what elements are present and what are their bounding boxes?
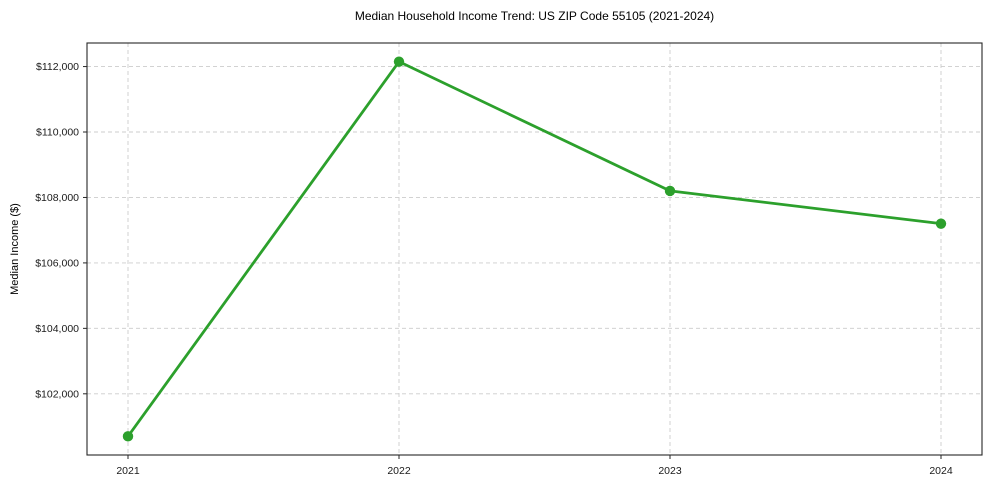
x-tick-label: 2021	[116, 465, 140, 477]
chart-title: Median Household Income Trend: US ZIP Co…	[354, 9, 715, 23]
plot-border	[86, 42, 983, 456]
y-tick-label: $102,000	[35, 388, 79, 400]
y-tick-label: $112,000	[36, 61, 79, 73]
data-point-2021	[122, 431, 134, 442]
x-tick-label: 2023	[658, 465, 682, 477]
y-tick-label: $110,000	[36, 127, 79, 139]
data-point-2023	[664, 185, 676, 197]
y-tick-label: $104,000	[35, 323, 79, 335]
y-tick-label: $106,000	[35, 258, 79, 270]
x-tick-label: 2022	[387, 465, 411, 477]
y-tick-label: $108,000	[35, 192, 79, 204]
x-tick-label: 2024	[929, 465, 953, 477]
data-point-2024	[935, 218, 947, 229]
data-point-2022	[393, 56, 405, 67]
trend-line	[126, 60, 943, 438]
